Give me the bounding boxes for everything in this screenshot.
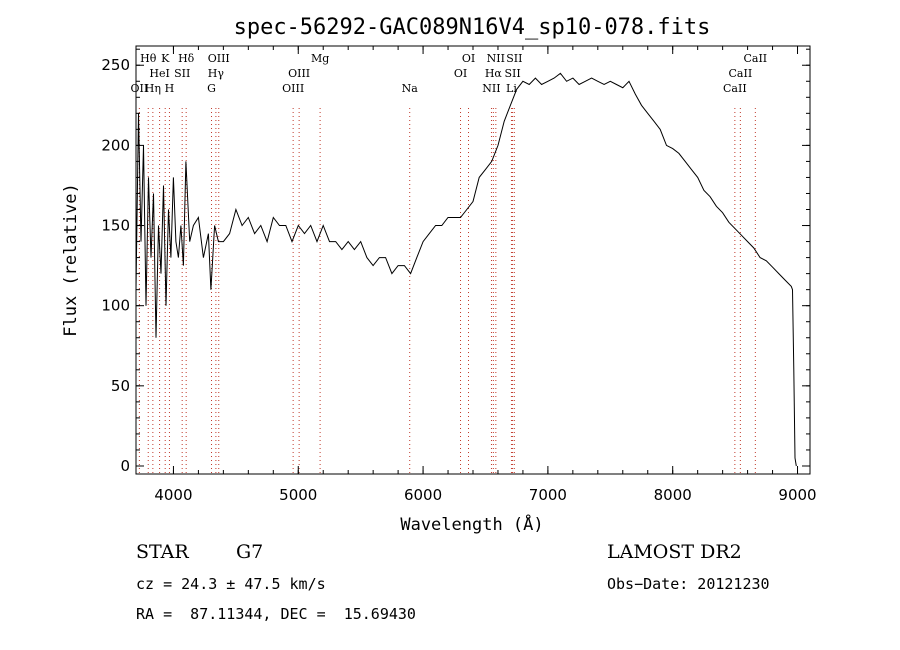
spectral-line-label: H xyxy=(165,82,175,95)
x-tick-label: 9000 xyxy=(778,486,816,504)
spectral-line-label: Hα xyxy=(485,67,503,80)
observation-date: Obs−Date: 20121230 xyxy=(607,575,770,593)
x-tick-label: 5000 xyxy=(279,486,317,504)
spectral-line-label: CaII xyxy=(723,82,747,95)
spectral-line-label: SII xyxy=(174,67,190,80)
coordinates: RA = 87.11344, DEC = 15.69430 xyxy=(136,605,416,623)
spectral-line-label: NII xyxy=(482,82,500,95)
y-tick-label: 200 xyxy=(101,136,130,154)
spectral-line-label: Hη xyxy=(145,82,161,95)
y-tick-label: 100 xyxy=(101,297,130,315)
spectral-line-label: Li xyxy=(506,82,517,95)
spectral-lines-layer: OIIHθHηHeIKHSIIHδGHγOIIIOIIIOIIIMgNaOIOI… xyxy=(131,52,767,474)
spectral-line-label: SII xyxy=(504,67,520,80)
y-tick-label: 0 xyxy=(120,457,130,475)
spectral-line-label: NII xyxy=(487,52,505,65)
x-tick-label: 4000 xyxy=(154,486,192,504)
x-tick-label: 8000 xyxy=(654,486,692,504)
spectral-line-label: CaII xyxy=(743,52,767,65)
y-tick-label: 150 xyxy=(101,217,130,235)
y-tick-label: 250 xyxy=(101,56,130,74)
data-release: LAMOST DR2 xyxy=(607,541,742,563)
spectral-line-label: Hθ xyxy=(140,52,157,65)
object-class: STAR xyxy=(136,541,189,563)
spectral-line-label: CaII xyxy=(729,67,753,80)
plot-frame xyxy=(135,45,811,475)
spectral-line-label: OII xyxy=(131,82,149,95)
chart-title: spec-56292-GAC089N16V4_sp10-078.fits xyxy=(234,15,711,40)
spectral-line-label: OIII xyxy=(208,52,230,65)
spectral-line-label: K xyxy=(161,52,170,65)
x-tick-label: 6000 xyxy=(404,486,442,504)
series-layer xyxy=(135,72,797,467)
redshift-velocity: cz = 24.3 ± 47.5 km/s xyxy=(136,575,326,593)
spectral-line-label: OIII xyxy=(288,67,310,80)
y-axis-label: Flux (relative) xyxy=(61,183,81,337)
axes-layer: 4000 5000 6000 7000 8000 9000 0 50 100 150 200 250 xyxy=(101,46,817,504)
spectral-line-label: OI xyxy=(454,67,467,80)
object-subclass: G7 xyxy=(236,541,264,563)
x-axis-label: Wavelength (Å) xyxy=(400,513,543,535)
spectral-line-label: G xyxy=(207,82,216,95)
spectral-line-label: Na xyxy=(402,82,419,95)
y-tick-label: 50 xyxy=(111,377,130,395)
spectral-line-label: OIII xyxy=(282,82,304,95)
spectrum-series-line xyxy=(135,72,797,467)
spectral-line-label: HeI xyxy=(149,67,169,80)
spectral-line-label: Hδ xyxy=(178,52,195,65)
spectral-line-label: Hγ xyxy=(208,67,225,80)
x-tick-label: 7000 xyxy=(529,486,567,504)
spectral-line-label: SII xyxy=(506,52,522,65)
spectral-line-label: OI xyxy=(462,52,475,65)
spectral-line-label: Mg xyxy=(311,52,329,65)
